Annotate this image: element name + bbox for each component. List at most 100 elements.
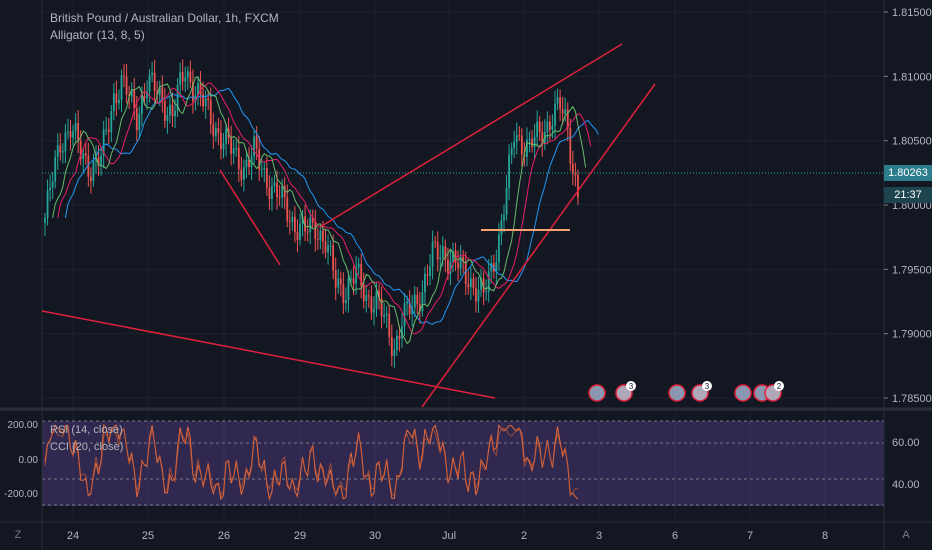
- candle: [439, 244, 442, 270]
- event-flags[interactable]: 3 3 2: [588, 381, 784, 402]
- candle: [245, 150, 248, 179]
- candle: [90, 167, 92, 194]
- candle: [398, 325, 401, 352]
- candle: [59, 132, 62, 161]
- candle: [380, 286, 383, 329]
- candle: [309, 209, 312, 245]
- candle: [426, 264, 429, 286]
- candle: [503, 204, 505, 233]
- candle: [179, 62, 182, 98]
- candle: [403, 293, 406, 337]
- alligator-teeth-line: [57, 82, 592, 335]
- candle: [475, 276, 477, 313]
- candle: [457, 250, 459, 282]
- candle: [408, 290, 411, 320]
- timezone-button[interactable]: Z: [15, 529, 22, 541]
- candle: [449, 248, 452, 286]
- rsi-legend[interactable]: RSI (14, close): [50, 424, 123, 436]
- economic-event-flag[interactable]: [588, 384, 606, 402]
- candle: [51, 171, 54, 200]
- candle: [546, 111, 549, 145]
- candle: [316, 227, 319, 250]
- candle: [138, 106, 141, 139]
- time-tick-label: 26: [218, 530, 230, 542]
- candle: [416, 286, 419, 315]
- candle: [526, 127, 528, 167]
- time-tick-label: 8: [822, 530, 828, 542]
- trendline-lower-channel[interactable]: [41, 310, 496, 399]
- candle: [498, 223, 500, 271]
- candle: [347, 270, 350, 313]
- alligator-legend[interactable]: Alligator (13, 8, 5): [50, 28, 145, 42]
- candle: [67, 118, 69, 140]
- candle: [564, 97, 567, 122]
- candle: [253, 130, 255, 164]
- candle: [125, 63, 128, 104]
- wedge-lower-line[interactable]: [421, 83, 656, 408]
- candle: [163, 88, 166, 128]
- cci-tick-label: 0.00: [19, 455, 39, 466]
- economic-event-flag[interactable]: [668, 384, 686, 402]
- cci-legend[interactable]: CCI (20, close): [50, 441, 124, 453]
- candle: [273, 174, 276, 193]
- candle: [225, 123, 227, 157]
- candle: [263, 161, 266, 183]
- time-tick-label: 29: [294, 530, 306, 542]
- candle: [49, 174, 51, 202]
- candle: [515, 122, 518, 155]
- candle: [69, 119, 72, 151]
- svg-text:3: 3: [705, 382, 710, 391]
- candle: [431, 230, 434, 280]
- indicator-legend: RSI (14, close) CCI (20, close): [50, 422, 123, 456]
- candle: [444, 239, 447, 273]
- candle: [551, 114, 554, 139]
- auto-scale-button[interactable]: A: [902, 529, 910, 541]
- candle: [110, 105, 113, 143]
- candle: [54, 149, 57, 189]
- time-tick-label: 3: [596, 530, 602, 542]
- event-count-badge: 2: [774, 381, 784, 391]
- candle: [574, 162, 577, 187]
- price-axis[interactable]: 1.81500 1.81000 1.80500 1.80000 1.79500 1.790…: [884, 7, 932, 405]
- candle: [82, 147, 85, 172]
- symbol-title[interactable]: British Pound / Australian Dollar, 1h, F…: [50, 11, 279, 25]
- candle: [566, 102, 569, 142]
- main-legend: British Pound / Australian Dollar, 1h, F…: [50, 10, 279, 44]
- candle: [72, 124, 74, 147]
- candle: [265, 156, 268, 196]
- candle: [288, 209, 291, 235]
- candle: [151, 62, 153, 83]
- candle: [324, 228, 327, 259]
- candle: [510, 142, 513, 165]
- candle: [112, 83, 115, 121]
- candle: [118, 89, 120, 110]
- candle: [454, 242, 457, 272]
- candle: [306, 219, 309, 242]
- candle: [480, 268, 482, 297]
- svg-text:2: 2: [777, 382, 782, 391]
- candle: [469, 267, 472, 301]
- candle: [105, 116, 108, 136]
- candle: [199, 71, 202, 107]
- candle: [531, 129, 533, 153]
- candle: [490, 255, 493, 284]
- trendline-upper-channel[interactable]: [219, 169, 281, 266]
- price-tick-label: 1.79500: [892, 264, 932, 276]
- wedge-upper-line[interactable]: [319, 43, 623, 228]
- candle: [192, 69, 194, 114]
- candle: [237, 135, 240, 183]
- candle: [355, 255, 357, 295]
- candle: [148, 69, 151, 103]
- candle: [156, 81, 159, 103]
- candle: [329, 240, 332, 256]
- candle: [367, 289, 370, 308]
- rsi-tick-label: 40.00: [892, 479, 920, 491]
- candle: [485, 279, 488, 301]
- candle: [207, 90, 210, 110]
- candle: [169, 96, 171, 124]
- candle: [217, 117, 220, 146]
- time-axis[interactable]: 24 25 26 29 30 Jul 2 3 6 7 8: [67, 530, 828, 542]
- indicator-axis: 200.00 0.00 -200.00 60.00 40.00: [4, 420, 919, 500]
- economic-event-flag[interactable]: [734, 384, 752, 402]
